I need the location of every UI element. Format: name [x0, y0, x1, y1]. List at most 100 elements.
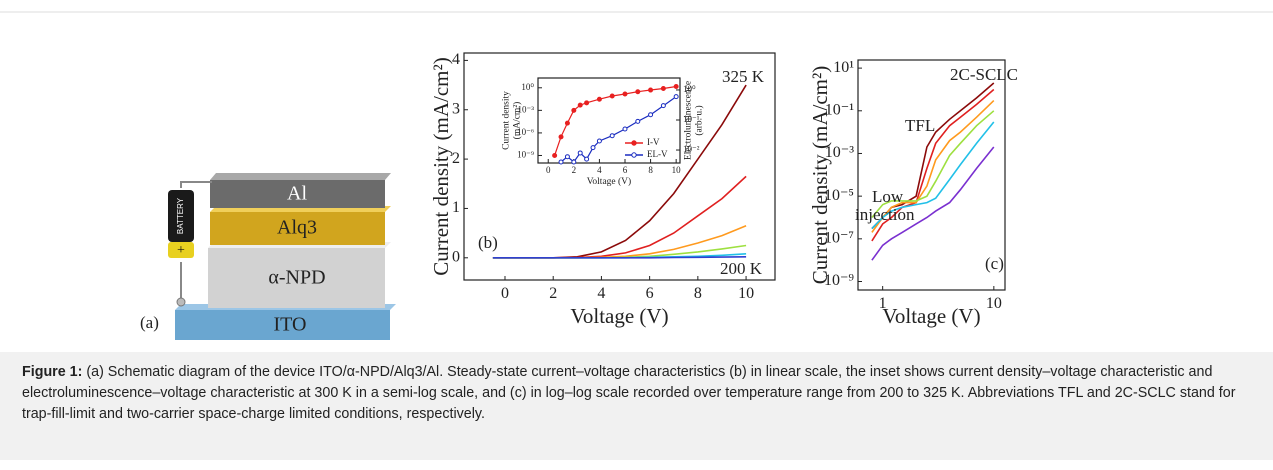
- data-point: [596, 138, 602, 144]
- y-axis-label: Current density (mA/cm²): [808, 66, 832, 285]
- data-point: [648, 87, 654, 93]
- npd-layer: [208, 248, 385, 308]
- plot-frame: [537, 77, 681, 164]
- legend-label: EL-V: [647, 149, 668, 159]
- data-point: [584, 156, 590, 162]
- x-axis-label: Voltage (V): [570, 304, 668, 328]
- y-tick-label: 10¹: [833, 59, 854, 76]
- battery-label: BATTERY: [176, 197, 185, 234]
- plot-frame: [857, 59, 1006, 291]
- x-tick-label: 2: [572, 165, 577, 175]
- legend-label: I-V: [647, 137, 660, 147]
- layer-label: Alq3: [277, 217, 317, 239]
- data-point: [673, 83, 679, 89]
- layer-label: α-NPD: [268, 267, 325, 289]
- x-axis-label: Voltage (V): [587, 176, 631, 187]
- data-point: [609, 133, 615, 139]
- y-axis-label: Current density (mA/cm²): [429, 57, 453, 276]
- y-tick-label: 10⁻⁹: [824, 272, 854, 289]
- wire: [180, 181, 212, 188]
- caption-label: Figure 1:: [22, 364, 83, 380]
- y-tick-label: 10⁻⁹: [517, 150, 534, 160]
- caption: Figure 1: (a) Schematic diagram of the d…: [0, 352, 1273, 460]
- data-point: [564, 120, 570, 126]
- data-point: [635, 89, 641, 95]
- y-tick-label: 10⁻⁶: [517, 127, 534, 137]
- data-point: [564, 154, 570, 160]
- al-top: [210, 173, 391, 180]
- x-tick-label: 6: [623, 165, 628, 175]
- data-point: [558, 134, 564, 140]
- ito-layer: [175, 310, 390, 340]
- al-layer: [210, 180, 385, 208]
- x-axis-label: Voltage (V): [882, 304, 980, 328]
- y-tick-label: 2: [452, 150, 460, 167]
- series-line: [871, 100, 995, 233]
- data-point: [596, 96, 602, 102]
- data-point: [558, 159, 564, 165]
- alq3-layer: [210, 212, 385, 245]
- x-tick-label: 10: [986, 295, 1002, 312]
- caption-text: (a) Schematic diagram of the device ITO/…: [22, 364, 1236, 422]
- y-tick-label: 10⁻⁷: [824, 230, 854, 247]
- device-diagram: BATTERY + Al Alq3 α-NPD ITO (a): [140, 173, 396, 340]
- data-point: [571, 107, 577, 113]
- x-tick-label: 4: [597, 165, 602, 175]
- data-point: [622, 126, 628, 132]
- y-tick-label: 0: [452, 248, 460, 265]
- annotation: 325 K: [722, 67, 765, 86]
- battery-cap: [168, 242, 194, 258]
- annotation: 200 K: [720, 259, 763, 278]
- battery-body: [168, 190, 194, 242]
- y2-tick-label: 10⁻²: [683, 144, 700, 154]
- annotation: 2C-SCLC: [950, 65, 1018, 84]
- legend-marker: [631, 152, 637, 158]
- y2-tick-label: 10⁻¹: [683, 114, 700, 124]
- y2-axis-label: Electroluminescence: [684, 81, 694, 160]
- pin: [176, 297, 186, 307]
- x-tick-label: 1: [879, 295, 887, 312]
- data-point: [609, 93, 615, 99]
- data-point: [635, 118, 641, 124]
- series-line: [871, 121, 995, 230]
- data-point: [571, 159, 577, 165]
- data-point: [577, 150, 583, 156]
- battery-plus: +: [177, 243, 185, 258]
- series-line: [871, 146, 995, 261]
- x-tick-label: 6: [646, 285, 654, 302]
- y2-axis-label: (arb. u.): [694, 105, 705, 135]
- data-point: [622, 91, 628, 97]
- y-tick-label: 10⁻³: [825, 144, 854, 161]
- panel-label: (b): [478, 233, 498, 252]
- x-tick-label: 10: [738, 285, 754, 302]
- y2-tick-label: 10⁰: [683, 84, 696, 94]
- data-point: [590, 145, 596, 151]
- y-tick-label: 10⁰: [521, 82, 534, 92]
- panel-label: (c): [985, 254, 1004, 273]
- x-tick-label: 8: [694, 285, 702, 302]
- data-point: [660, 103, 666, 109]
- annotation: Low: [872, 187, 904, 206]
- x-tick-label: 0: [501, 285, 509, 302]
- data-point: [577, 102, 583, 108]
- panel-label: (a): [140, 313, 159, 332]
- x-tick-label: 4: [597, 285, 605, 302]
- layer-label: ITO: [274, 314, 307, 336]
- y-axis-label: Current density: [502, 91, 512, 150]
- x-tick-label: 0: [546, 165, 551, 175]
- data-point: [673, 94, 679, 100]
- data-point: [660, 86, 666, 92]
- figure: BATTERY + Al Alq3 α-NPD ITO (a) 0 2 4 6 8 100…: [0, 11, 1273, 340]
- series-line: [871, 88, 995, 242]
- data-point: [648, 112, 654, 118]
- y-tick-label: 10⁻⁵: [824, 187, 854, 204]
- annotation: TFL: [905, 116, 935, 135]
- y-tick-label: 3: [452, 100, 460, 117]
- x-tick-label: 2: [549, 285, 557, 302]
- y-tick-label: 1: [452, 199, 460, 216]
- y-axis-label: (mA/cm²): [512, 102, 523, 140]
- layer-label: Al: [287, 183, 307, 205]
- x-tick-label: 10: [672, 165, 682, 175]
- y-tick-label: 4: [452, 51, 460, 68]
